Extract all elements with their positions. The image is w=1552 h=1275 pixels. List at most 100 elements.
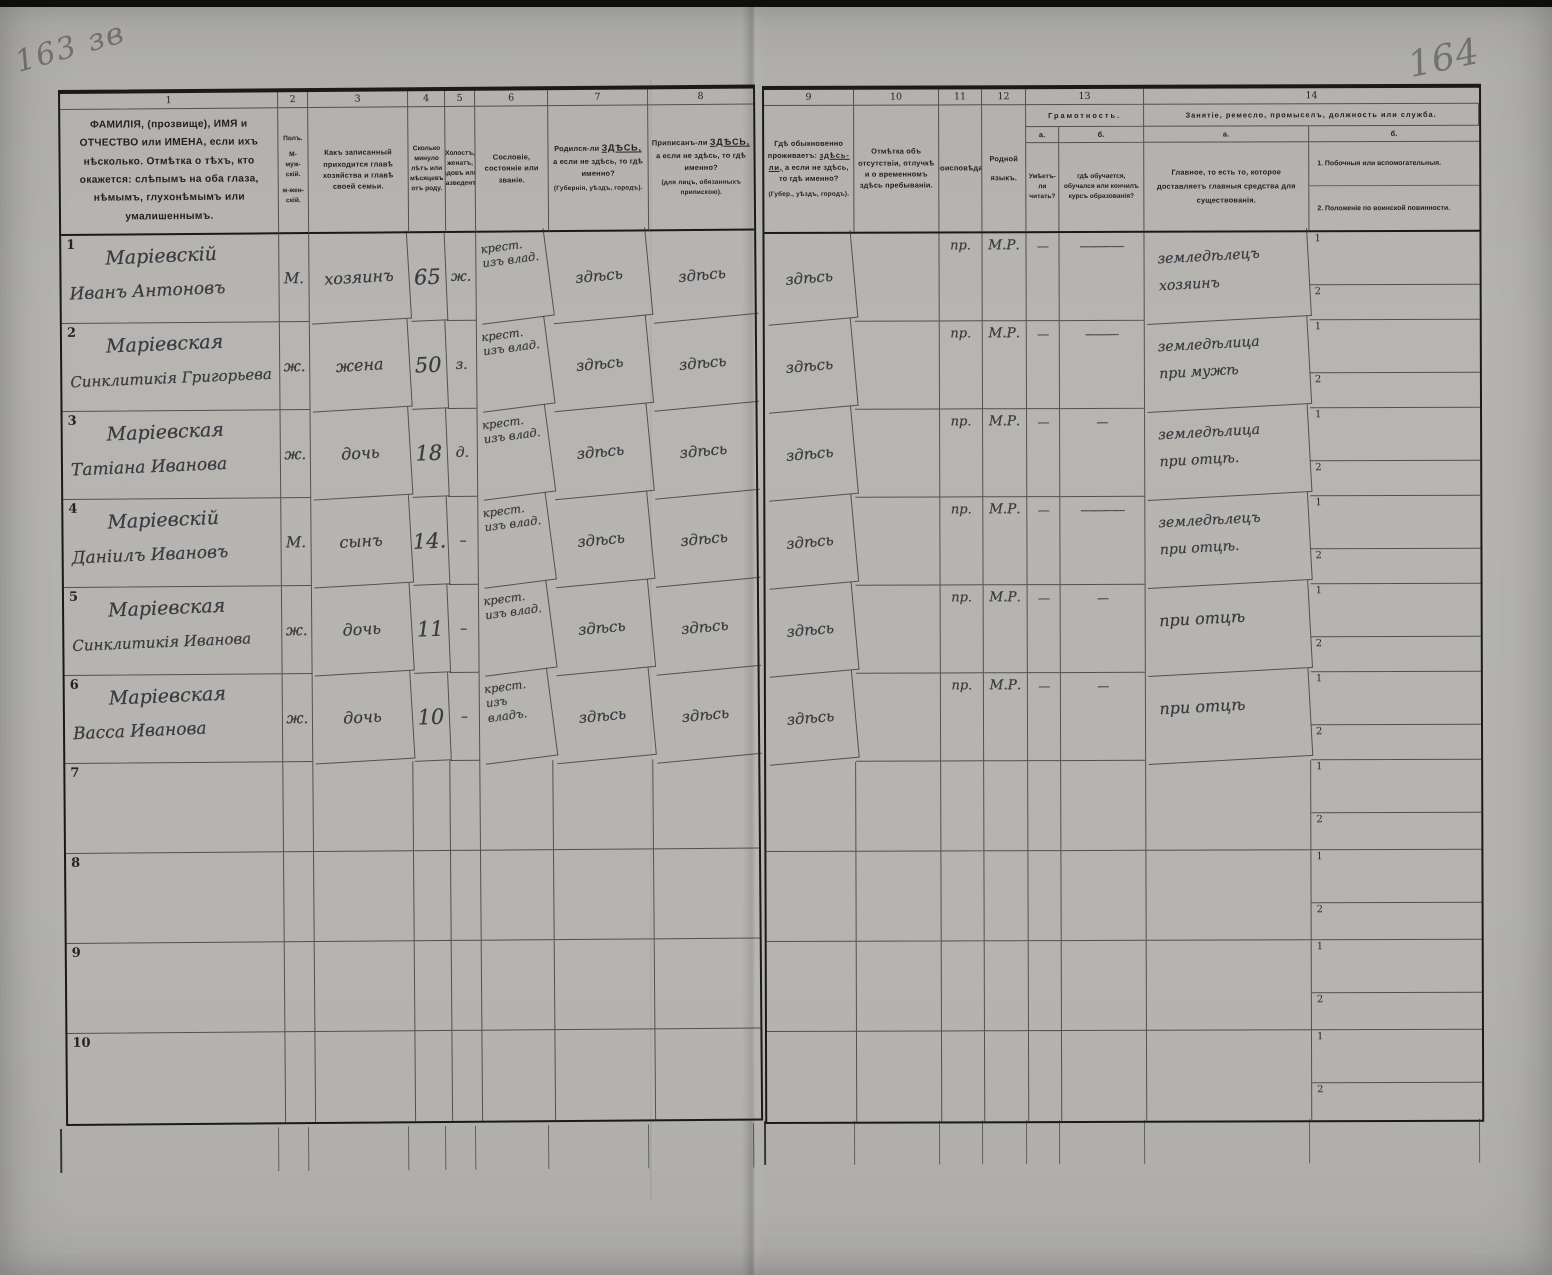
occupation-line2: хозяинъ [1158,274,1221,294]
side-occupation-sub1: 1 [1311,759,1482,814]
cell-empty [285,1032,317,1123]
side-occupation-sub1: 1 [1309,231,1480,286]
cell-literacy-read: — [1027,673,1062,762]
header-born-note: (Губернія, уѣздъ, городъ). [553,184,643,193]
right-header-grid: 9 10 11 12 13 14 Гдѣ обыкновенно прожива… [764,87,1480,234]
sub1-label: 1 [1315,585,1322,597]
cell-religion: пр. [940,673,985,762]
givenname-handwritten: Васса Иванова [72,718,207,745]
col-number: 13 [1026,88,1145,106]
occupation-line1: при отцѣ [1158,606,1246,631]
cell-empty [451,940,483,1031]
pencil-folio-left: 163 зв [11,15,130,80]
cell-empty [413,850,452,942]
header-born-column: Родился-ли ЗДѢСЬ, а если не здѣсь, то гд… [548,105,650,233]
row-number: 1 [66,237,76,253]
cell-empty [941,941,985,1032]
cell-empty [941,851,985,942]
cell-empty [283,852,315,943]
occupation-line2: при отцѣ. [1159,537,1240,558]
sub1-label: 1 [1316,1031,1324,1043]
cell-born-here: здѣсь [548,579,657,677]
givenname-handwritten: Даніилъ Ивановъ [71,541,229,569]
cell-empty [1028,761,1062,852]
cell-name: 8 [66,852,285,944]
cell-literacy-read: — [1026,321,1061,410]
header-religion-column: Вѣроисповѣданіе. [939,105,983,232]
givenname-handwritten: Синклитикія Григорьева [69,364,273,392]
side-occupation-sub1: 1 [1309,319,1480,374]
tail-line [1059,1119,1146,1165]
surname-handwritten: Маріевскій [106,506,220,534]
sub2-label: 2 [1316,904,1323,916]
occupation-line1: земледѣлица [1157,421,1261,444]
cell-empty [480,760,554,851]
col-number: 9 [764,89,855,106]
tail-line [1144,1119,1311,1164]
side-occupation-sub2: 2 [1312,993,1482,1028]
pencil-folio-right: 164 [1404,30,1484,87]
sub2-label: 2 [1317,1084,1324,1096]
cell-empty [315,1031,417,1123]
col-number: 6 [475,90,549,107]
cell-empty [414,940,453,1032]
cell-born-here: здѣсь [546,315,655,413]
side-occupation-sub2: 2 [1312,1083,1482,1118]
tail-line [939,1120,984,1165]
cell-literacy-school: ———— [1060,496,1146,586]
cell-name: 1 Маріевскій Иванъ Антоновъ [61,234,280,324]
cell-language: М.Р. [983,409,1028,498]
cell-occupation-main: при отцѣ [1143,580,1314,678]
side-occupation-sub2: 2 [1312,903,1482,938]
side-occupation-sub2: 2 [1311,637,1481,672]
cell-resides-here: здѣсь [761,405,859,502]
tail-line [60,1127,280,1173]
cell-literacy-read: — [1026,233,1060,322]
reg-post: а если не здѣсь, то гдѣ именно? [656,150,747,172]
cell-empty [856,1031,943,1122]
col-number: 2 [278,92,309,109]
occupation-b-item1: 1. Побочныя или вспомогательныя. [1309,141,1480,187]
cell-absence [855,497,941,586]
cell-empty [856,851,942,942]
cell-age: 65 [407,232,449,322]
cell-occupation-side: 1 2 [1310,495,1481,585]
cell-empty [856,761,942,852]
cell-language: М.Р. [983,497,1028,586]
col-number: 8 [648,88,754,106]
occupation-line1: земледѣлецъ [1157,509,1261,532]
col-number: 1 [60,92,279,110]
cell-relation: жена [307,318,413,413]
header-estate-column: Сословіе, состояніе или званіе. [475,106,550,233]
surname-handwritten: Маріевская [105,330,224,358]
header-literacy-title: Грамотность. [1026,104,1145,128]
cell-occupation-side: 1 2 [1310,407,1481,497]
header-occupation-title: Занятіе, ремесло, промыселъ, должность и… [1144,103,1480,127]
occupation-line2: при отцѣ. [1159,449,1240,470]
census-table-left-page: 1 2 3 4 5 6 7 8 ФАМИЛІЯ, (прозвище), ИМЯ… [58,84,764,1126]
cell-literacy-read: — [1027,409,1061,498]
side-occupation-sub2: 2 [1310,461,1480,496]
cell-estate: крест. изъ владъ. [474,668,559,765]
sub2-label: 2 [1316,814,1323,826]
header-registered-text: Приписанъ-ли ЗДѢСЬ, а если не здѣсь, то … [651,136,750,174]
born-post: а если не здѣсь, то гдѣ именно? [553,156,644,178]
born-pre: Родился-ли [554,143,602,154]
surname-handwritten: Маріевскій [104,242,218,270]
cell-relation: дочь [309,582,415,677]
col-number: 10 [854,89,940,106]
cell-name: 2 Маріевская Синклитикія Григорьева [61,322,281,412]
header-sex-line2: М-муж-скій. [285,151,301,179]
cell-registered-here: здѣсь [645,226,759,324]
sub1-label: 1 [1316,761,1323,773]
cell-language: М.Р. [983,673,1029,762]
col-number: 11 [939,89,983,106]
born-here-underlined: ЗДѢСЬ, [601,142,642,153]
cell-empty [450,850,482,941]
cell-empty [481,940,556,1031]
col-number: 14 [1144,87,1480,105]
occupation-a-label: а. [1144,126,1310,143]
header-name-column: ФАМИЛІЯ, (прозвище), ИМЯ и ОТЧЕСТВО или … [60,108,280,236]
tail-line [764,1120,856,1165]
